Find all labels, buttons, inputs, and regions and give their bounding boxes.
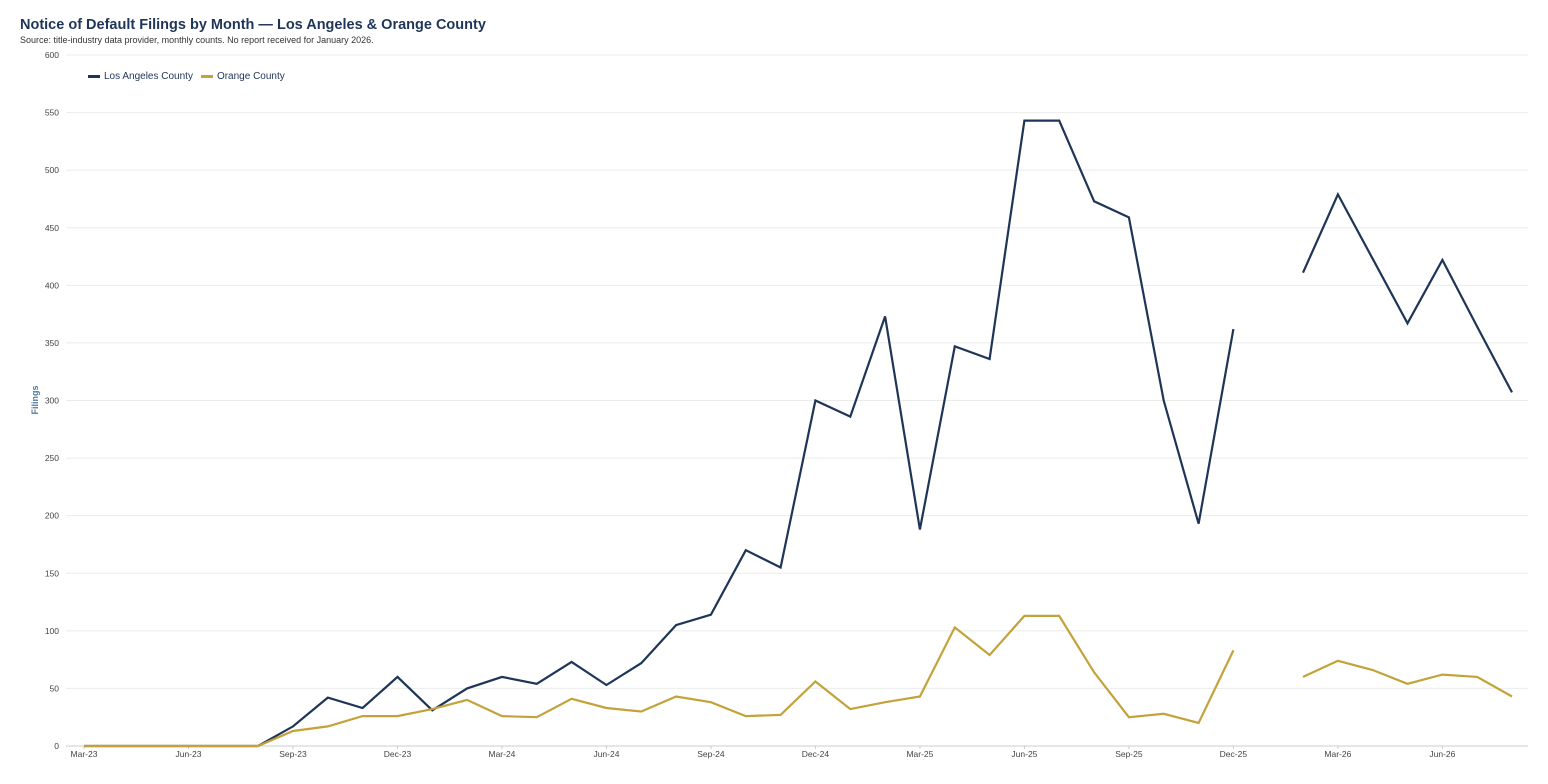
x-tick-label: Sep-24 xyxy=(697,749,725,759)
x-tick-label: Jun-24 xyxy=(593,749,619,759)
y-tick-label: 600 xyxy=(45,50,59,60)
series-line-orange xyxy=(1302,659,1513,698)
y-tick-label: 50 xyxy=(50,683,60,693)
y-tick-label: 200 xyxy=(45,511,59,521)
chart-title: Notice of Default Filings by Month — Los… xyxy=(20,17,486,33)
y-tick-label: 300 xyxy=(45,396,59,406)
x-tick-label: Jun-25 xyxy=(1011,749,1037,759)
y-tick-label: 450 xyxy=(45,223,59,233)
x-tick-label: Dec-24 xyxy=(802,749,830,759)
legend-label-orange: Orange County xyxy=(216,71,285,82)
y-tick-label: 100 xyxy=(45,626,59,636)
x-tick-label: Sep-25 xyxy=(1115,749,1143,759)
chart-subtitle: Source: title-industry data provider, mo… xyxy=(20,35,374,45)
y-axis-label: Filings xyxy=(30,385,40,415)
y-tick-label: 550 xyxy=(45,108,59,118)
x-tick-label: Mar-24 xyxy=(488,749,515,759)
legend-item-los-angeles[interactable]: Los Angeles County xyxy=(88,71,193,82)
x-tick-label: Mar-25 xyxy=(906,749,933,759)
y-tick-label: 400 xyxy=(45,280,59,290)
y-tick-label: 350 xyxy=(45,338,59,348)
series-line-orange xyxy=(84,614,1235,748)
y-tick-label: 150 xyxy=(45,568,59,578)
legend-label-los-angeles: Los Angeles County xyxy=(104,71,193,82)
x-tick-label: Dec-25 xyxy=(1220,749,1248,759)
legend-swatch-orange xyxy=(200,75,213,78)
x-tick-label: Sep-23 xyxy=(279,749,307,759)
series-line-los-angeles xyxy=(84,119,1235,748)
x-tick-label: Mar-26 xyxy=(1324,749,1351,759)
x-tick-label: Dec-23 xyxy=(384,749,412,759)
x-tick-label: Jun-26 xyxy=(1429,749,1455,759)
legend-item-orange[interactable]: Orange County xyxy=(200,71,285,82)
y-tick-label: 0 xyxy=(54,741,59,751)
legend: Los Angeles County Orange County xyxy=(88,71,293,82)
x-tick-label: Mar-23 xyxy=(71,749,98,759)
y-tick-label: 250 xyxy=(45,453,59,463)
legend-swatch-los-angeles xyxy=(88,75,100,78)
x-tick-label: Jun-23 xyxy=(175,749,201,759)
series-line-los-angeles xyxy=(1301,191,1513,393)
y-tick-label: 500 xyxy=(45,165,59,175)
